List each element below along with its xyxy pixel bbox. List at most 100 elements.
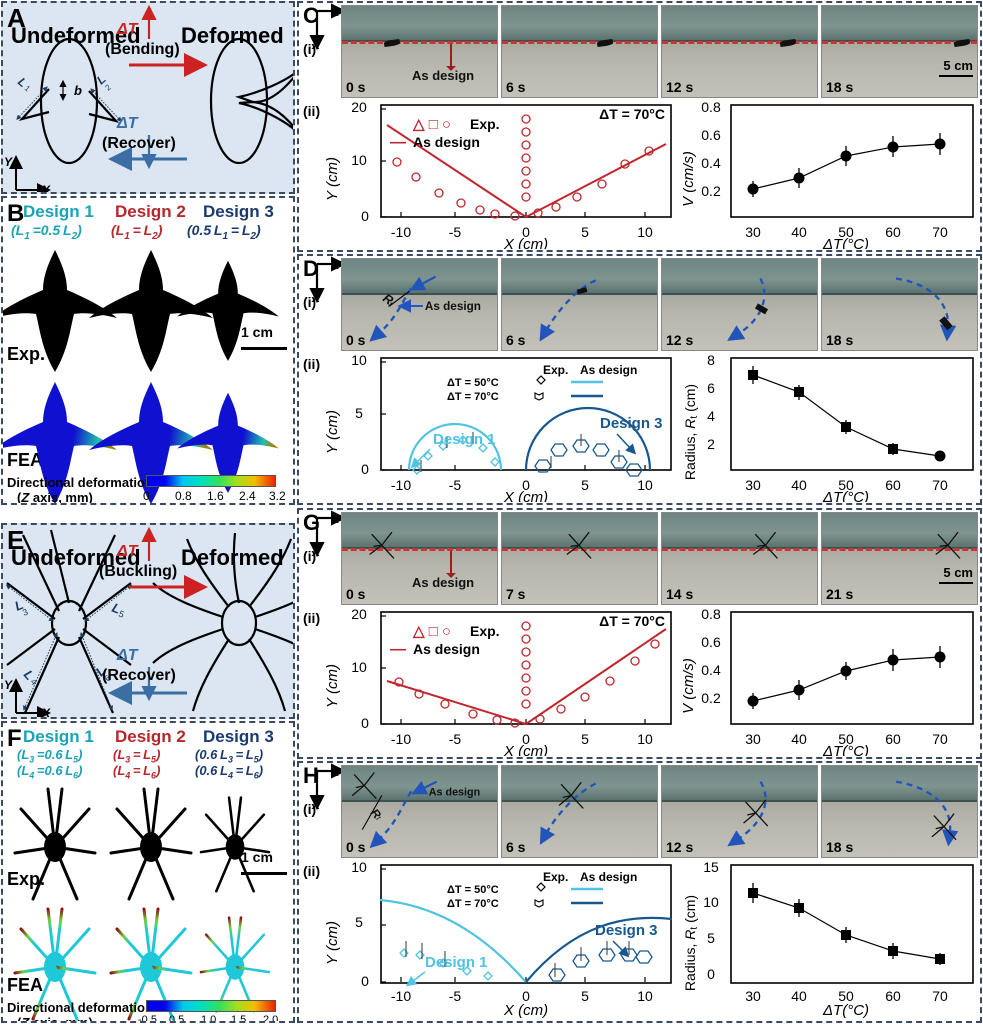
svg-text:40: 40 — [791, 224, 807, 240]
svg-text:30: 30 — [745, 224, 761, 240]
svg-text:30: 30 — [745, 988, 761, 1004]
svg-text:b: b — [74, 83, 82, 98]
svg-text:0.8: 0.8 — [701, 99, 721, 115]
svg-text:10: 10 — [637, 988, 653, 1004]
svg-text:X (cm): X (cm) — [503, 743, 548, 756]
svg-text:60: 60 — [885, 224, 901, 240]
svg-text:4: 4 — [707, 408, 715, 424]
svg-text:6: 6 — [707, 380, 715, 396]
svg-text:Design 1: Design 1 — [425, 954, 488, 971]
svg-text:As design: As design — [580, 363, 637, 377]
svg-text:As design: As design — [429, 786, 480, 798]
svg-text:10: 10 — [637, 224, 653, 240]
svg-text:△ □ ○: △ □ ○ — [412, 116, 451, 133]
svg-text:Exp.: Exp. — [543, 870, 568, 884]
svg-text:Y (cm): Y (cm) — [325, 410, 341, 454]
svg-text:0.2: 0.2 — [701, 183, 721, 199]
svg-text:0.4: 0.4 — [701, 155, 721, 171]
svg-text:70: 70 — [932, 988, 948, 1004]
svg-text:0: 0 — [361, 208, 369, 224]
svg-text:X (cm): X (cm) — [503, 236, 548, 249]
svg-text:V (cm/s): V (cm/s) — [683, 658, 697, 714]
svg-text:-5: -5 — [449, 731, 462, 747]
svg-text:-10: -10 — [391, 477, 411, 493]
svg-text:0.4: 0.4 — [701, 662, 721, 678]
svg-text:-10: -10 — [391, 731, 411, 747]
svg-text:20: 20 — [351, 606, 367, 622]
svg-text:As design: As design — [580, 870, 637, 884]
svg-text:—: — — [390, 641, 406, 658]
svg-text:Y (cm): Y (cm) — [325, 157, 341, 201]
svg-text:ΔT(°C): ΔT(°C) — [822, 1002, 869, 1019]
svg-text:10: 10 — [703, 894, 719, 910]
svg-text:70: 70 — [932, 477, 948, 493]
svg-text:Design 3: Design 3 — [600, 415, 663, 432]
svg-text:2: 2 — [104, 82, 114, 92]
svg-text:ΔT = 70°C: ΔT = 70°C — [447, 391, 499, 403]
svg-text:20: 20 — [351, 99, 367, 115]
svg-text:Exp.: Exp. — [470, 623, 500, 639]
svg-text:10: 10 — [637, 477, 653, 493]
svg-text:5: 5 — [355, 405, 363, 421]
svg-text:ΔT = 70°C: ΔT = 70°C — [447, 898, 499, 910]
svg-text:-5: -5 — [449, 477, 462, 493]
svg-text:70: 70 — [932, 731, 948, 747]
svg-text:60: 60 — [885, 731, 901, 747]
svg-text:60: 60 — [885, 477, 901, 493]
svg-text:As design: As design — [413, 134, 480, 150]
svg-text:Y: Y — [4, 678, 13, 692]
svg-text:5: 5 — [581, 224, 589, 240]
svg-text:8: 8 — [707, 352, 715, 368]
svg-text:As design: As design — [425, 300, 481, 313]
svg-text:Design 3: Design 3 — [595, 922, 658, 939]
svg-text:10: 10 — [637, 731, 653, 747]
svg-text:-10: -10 — [391, 988, 411, 1004]
svg-text:Radius, Rt (cm): Radius, Rt (cm) — [683, 384, 700, 480]
svg-text:X: X — [41, 706, 51, 718]
svg-text:15: 15 — [703, 859, 719, 875]
svg-text:10: 10 — [351, 659, 367, 675]
svg-text:Y: Y — [4, 155, 13, 169]
svg-text:ΔT(°C): ΔT(°C) — [822, 743, 869, 756]
svg-text:10: 10 — [351, 152, 367, 168]
svg-text:—: — — [390, 134, 406, 151]
svg-text:5: 5 — [581, 988, 589, 1004]
svg-text:ΔT(°C): ΔT(°C) — [822, 236, 869, 249]
svg-text:10: 10 — [351, 859, 367, 875]
svg-text:40: 40 — [791, 477, 807, 493]
svg-text:40: 40 — [791, 731, 807, 747]
svg-text:0: 0 — [707, 966, 715, 982]
svg-text:ΔT = 50°C: ΔT = 50°C — [447, 377, 499, 389]
svg-text:X (cm): X (cm) — [503, 489, 548, 502]
svg-text:ΔT = 50°C: ΔT = 50°C — [447, 884, 499, 896]
svg-text:X (cm): X (cm) — [503, 1002, 548, 1019]
svg-text:0.2: 0.2 — [701, 690, 721, 706]
svg-text:0: 0 — [361, 973, 369, 989]
svg-text:ΔT = 70°C: ΔT = 70°C — [599, 106, 665, 122]
svg-text:0: 0 — [361, 461, 369, 477]
svg-text:Exp.: Exp. — [543, 363, 568, 377]
svg-text:Exp.: Exp. — [470, 116, 500, 132]
svg-text:5: 5 — [707, 930, 715, 946]
svg-text:-5: -5 — [449, 224, 462, 240]
svg-text:ΔT(°C): ΔT(°C) — [822, 489, 869, 502]
svg-text:0.6: 0.6 — [701, 127, 721, 143]
svg-text:-10: -10 — [391, 224, 411, 240]
svg-text:Radius, Rt (cm): Radius, Rt (cm) — [683, 895, 700, 991]
svg-text:0: 0 — [361, 715, 369, 731]
svg-text:40: 40 — [791, 988, 807, 1004]
svg-text:60: 60 — [885, 988, 901, 1004]
svg-text:Design 1: Design 1 — [433, 431, 496, 448]
svg-text:As design: As design — [413, 641, 480, 657]
svg-text:3: 3 — [21, 607, 29, 618]
svg-text:5: 5 — [355, 914, 363, 930]
svg-text:△ □ ○: △ □ ○ — [412, 623, 451, 640]
svg-text:30: 30 — [745, 731, 761, 747]
svg-text:0.6: 0.6 — [701, 634, 721, 650]
svg-text:ΔT = 70°C: ΔT = 70°C — [599, 613, 665, 629]
svg-text:Y (cm): Y (cm) — [325, 921, 341, 965]
svg-text:2: 2 — [707, 436, 715, 452]
svg-text:30: 30 — [745, 477, 761, 493]
svg-text:0.8: 0.8 — [701, 606, 721, 622]
svg-text:V (cm/s): V (cm/s) — [683, 151, 697, 207]
